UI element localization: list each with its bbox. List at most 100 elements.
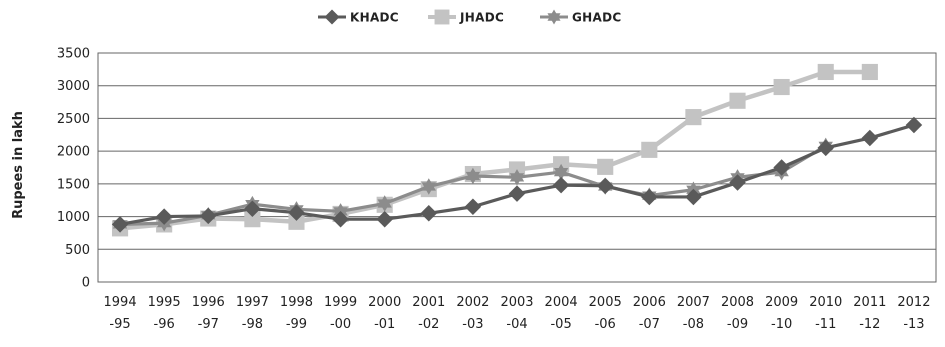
x-tick-label: 2008 (721, 295, 754, 310)
data-point-jhadc (729, 92, 746, 109)
x-tick-label: -03 (462, 317, 483, 332)
x-tick-label: 2001 (412, 295, 445, 310)
data-point-ghadc (509, 169, 525, 186)
data-point-jhadc (861, 63, 878, 81)
data-point-jhadc (597, 158, 614, 175)
x-tick-label: -01 (374, 317, 395, 332)
marker-part (553, 167, 569, 181)
x-tick-label: 1999 (324, 295, 357, 310)
data-point-khadc (641, 188, 658, 206)
data-point-khadc (861, 129, 879, 147)
data-point-khadc (200, 207, 217, 225)
x-axis: 1994 -95 1995 -96 1996 -97 1997 -98 1998 -99 1999 -… (104, 295, 931, 332)
x-tick-label: -99 (286, 317, 307, 332)
data-point-khadc (552, 176, 570, 194)
plot-frame (97, 52, 937, 283)
data-point-jhadc (773, 78, 790, 96)
data-point-khadc (596, 177, 614, 195)
y-axis: 0 500 1000 1500 2000 2500 3000 3500 (57, 47, 90, 291)
data-point-khadc (773, 159, 790, 176)
x-tick-label: 2002 (456, 295, 489, 310)
data-point-khadc (905, 116, 923, 134)
x-tick-label: -07 (639, 317, 660, 332)
y-tick-label: 1000 (57, 210, 90, 225)
data-point-khadc (508, 185, 526, 202)
marker-part (421, 182, 436, 195)
x-tick-label: -04 (506, 317, 527, 332)
data-point-khadc (376, 210, 393, 228)
x-tick-label: 1994 (104, 295, 137, 310)
legend-item-khadc: KHADC (318, 9, 399, 25)
data-point-khadc (729, 174, 746, 191)
series-khadc (111, 116, 923, 233)
y-tick-label: 3000 (57, 79, 90, 94)
data-point-khadc (817, 139, 834, 157)
x-tick-label: 2006 (633, 295, 666, 310)
x-tick-label: -06 (595, 317, 616, 332)
data-point-khadc (111, 216, 129, 233)
x-tick-label: -05 (550, 317, 571, 332)
x-tick-label: 2005 (589, 295, 622, 310)
legend-marker (547, 9, 561, 25)
marker-part (547, 13, 561, 25)
data-point-ghadc (553, 163, 569, 181)
x-tick-label: -08 (683, 317, 704, 332)
legend-label: KHADC (350, 11, 399, 25)
marker-part (377, 199, 392, 212)
x-tick-label: 2010 (809, 295, 842, 310)
legend-item-ghadc: GHADC (540, 9, 621, 25)
y-tick-label: 2000 (57, 145, 90, 160)
x-tick-label: 2012 (897, 295, 930, 310)
x-tick-label: 1997 (236, 295, 269, 310)
marker-part (156, 218, 172, 232)
y-tick-label: 3500 (57, 47, 90, 62)
legend-label: GHADC (572, 11, 621, 25)
data-point-khadc (155, 208, 173, 225)
x-tick-label: -02 (418, 317, 439, 332)
x-tick-label: 1998 (280, 295, 313, 310)
x-tick-label: 2009 (765, 295, 798, 310)
data-point-jhadc (641, 141, 658, 158)
marker-part (465, 171, 481, 185)
legend-item-jhadc: JHADC (428, 9, 504, 25)
data-point-khadc (332, 210, 349, 228)
x-tick-label: -97 (198, 317, 219, 332)
data-point-khadc (464, 198, 482, 216)
x-tick-label: -95 (109, 317, 130, 332)
x-tick-label: -09 (727, 317, 748, 332)
x-tick-label: -12 (859, 317, 880, 332)
legend: KHADC JHADC GHADC (318, 9, 621, 25)
x-tick-label: 1996 (192, 295, 225, 310)
data-point-jhadc (685, 109, 702, 126)
data-point-ghadc (377, 195, 392, 212)
y-tick-label: 0 (82, 276, 90, 291)
y-tick-label: 1500 (57, 177, 90, 192)
data-point-khadc (288, 204, 305, 221)
marker-part (509, 173, 525, 186)
x-tick-label: 2007 (677, 295, 710, 310)
data-point-khadc (420, 205, 438, 222)
x-tick-label: 2000 (368, 295, 401, 310)
gridlines (97, 52, 937, 283)
x-tick-label: 2003 (500, 295, 533, 310)
x-tick-label: -00 (330, 317, 351, 332)
legend-label: JHADC (459, 11, 504, 25)
x-tick-label: -11 (815, 317, 836, 332)
data-point-ghadc (465, 167, 481, 185)
x-tick-label: -98 (242, 317, 263, 332)
y-axis-title: Rupees in lakh (11, 111, 26, 219)
data-point-khadc (244, 200, 261, 217)
data-point-jhadc (244, 211, 261, 228)
data-point-khadc (685, 188, 702, 206)
data-point-jhadc (288, 213, 305, 230)
x-tick-label: 2004 (545, 295, 578, 310)
x-tick-label: -96 (154, 317, 175, 332)
data-point-jhadc (817, 63, 834, 81)
x-tick-label: 2011 (853, 295, 886, 310)
data-point-ghadc (421, 178, 436, 195)
x-tick-label: -10 (771, 317, 792, 332)
series-line-jhadc (119, 69, 870, 231)
y-tick-label: 2500 (57, 112, 90, 127)
x-tick-label: 1995 (148, 295, 181, 310)
